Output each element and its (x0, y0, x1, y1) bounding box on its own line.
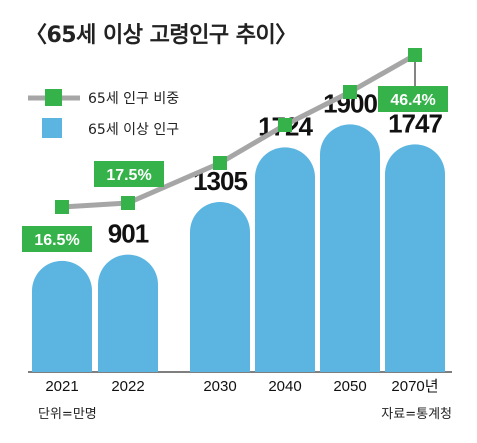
x-tick-labels: 2021 2022 2030 2040 2050 2070년 (45, 378, 438, 395)
bar-2021 (32, 260, 92, 372)
ratio-line (61, 52, 417, 210)
bar-2030 (190, 201, 251, 372)
ratio-labels: 16.5% 17.5% 46.4% (22, 86, 448, 252)
chart-title: 〈65세 이상 고령인구 추이〉 (25, 23, 297, 48)
x-tick-label-2030: 2030 (203, 378, 236, 395)
bar-value-label-2022: 901 (108, 219, 149, 249)
ratio-line-series (55, 48, 422, 214)
x-tick-label-2050: 2050 (333, 378, 366, 395)
ratio-label-box-2070년 (378, 86, 448, 112)
ratio-label-box-2022 (94, 161, 164, 187)
ratio-marker-2040 (278, 118, 292, 132)
ratio-marker-2070년 (408, 48, 422, 62)
x-tick-label-2022: 2022 (111, 378, 144, 395)
legend-population-label: 65세 이상 인구 (88, 122, 179, 138)
ratio-marker-2022 (121, 196, 135, 210)
ratio-label-2021: 16.5% (34, 232, 79, 249)
ratio-label-box-2021 (22, 226, 92, 252)
legend-line-marker (45, 89, 62, 106)
bar-2040 (255, 147, 315, 372)
bars (32, 124, 445, 372)
ratio-marker-2030 (213, 156, 227, 170)
bar-value-label-2070년: 1747 (388, 108, 442, 138)
ratio-label-2022: 17.5% (106, 167, 151, 184)
x-tick-label-2070년: 2070년 (391, 378, 438, 395)
unit-note: 단위=만명 (38, 407, 97, 422)
x-tick-label-2021: 2021 (45, 378, 78, 395)
ratio-label-2070년: 46.4% (390, 92, 435, 109)
ratio-marker-2021 (55, 200, 69, 214)
source-note: 자료=통계청 (381, 407, 452, 422)
legend: 65세 인구 비중 65세 이상 인구 (28, 89, 179, 138)
legend-ratio-label: 65세 인구 비중 (88, 91, 179, 107)
x-tick-label-2040: 2040 (268, 378, 301, 395)
ratio-marker-2050 (343, 85, 357, 99)
bar-2022 (98, 254, 158, 372)
bar-2050 (320, 124, 380, 372)
legend-bar-swatch (42, 118, 62, 138)
bar-2070년 (385, 144, 445, 372)
